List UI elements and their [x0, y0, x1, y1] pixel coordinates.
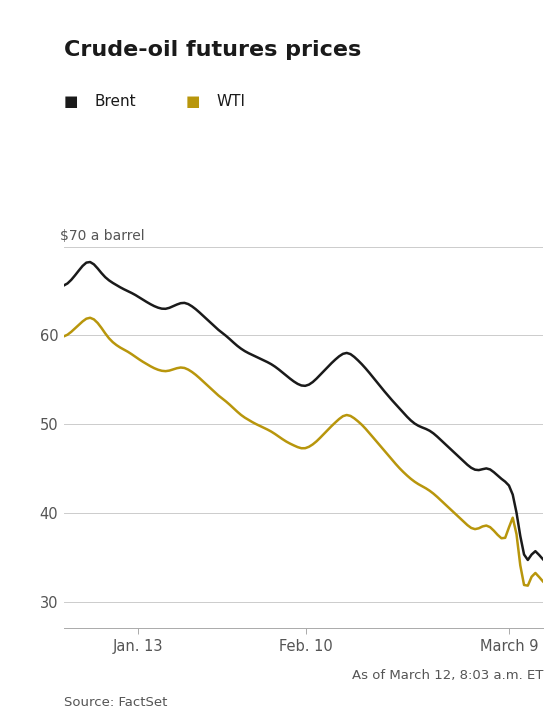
Text: Crude-oil futures prices: Crude-oil futures prices: [64, 40, 361, 60]
Text: As of March 12, 8:03 a.m. ET: As of March 12, 8:03 a.m. ET: [352, 669, 543, 682]
Text: $70 a barrel: $70 a barrel: [59, 229, 144, 243]
Text: WTI: WTI: [216, 94, 245, 108]
Text: Source: FactSet: Source: FactSet: [64, 696, 167, 709]
Text: Brent: Brent: [94, 94, 136, 108]
Text: ■: ■: [186, 94, 200, 108]
Text: ■: ■: [64, 94, 78, 108]
